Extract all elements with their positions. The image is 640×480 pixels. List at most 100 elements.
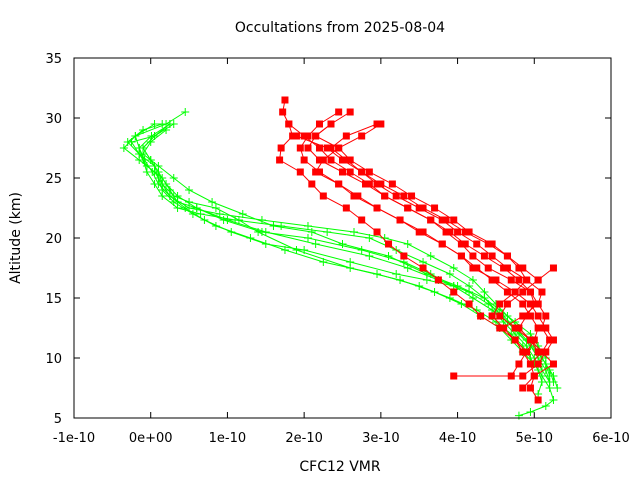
green-series-point (135, 156, 144, 164)
red-series-point (496, 300, 504, 308)
red-series-point (431, 204, 439, 212)
red-series-point (434, 276, 442, 284)
red-series-point (542, 312, 550, 320)
green-series-point (453, 282, 462, 290)
green-series-point (384, 252, 393, 260)
green-series-point (211, 204, 220, 212)
red-series-point (396, 216, 404, 224)
green-series-point (146, 138, 155, 146)
red-series-point (292, 132, 300, 140)
red-series-point (530, 336, 538, 344)
red-series-point (388, 180, 396, 188)
x-tick-label: 2e-10 (285, 431, 323, 446)
red-series-point (446, 228, 454, 236)
red-series-point (542, 324, 550, 332)
y-tick-label: 30 (45, 112, 62, 127)
green-series-point (549, 396, 558, 404)
red-series-point (312, 132, 320, 140)
red-series-point (442, 216, 450, 224)
red-series-point (511, 288, 519, 296)
red-series-point (503, 264, 511, 272)
green-series-point (350, 228, 359, 236)
red-series-point (281, 96, 289, 104)
green-series-line (142, 129, 547, 359)
red-series-point (373, 120, 381, 128)
red-series-point (365, 180, 373, 188)
green-series-point (392, 270, 401, 278)
green-series-point (280, 246, 289, 254)
red-series-point (507, 276, 515, 284)
red-series-point (419, 204, 427, 212)
green-series-point (303, 222, 312, 230)
red-series-point (365, 168, 373, 176)
green-series-profile-5 (123, 120, 546, 398)
red-series-point (534, 396, 542, 404)
red-series-point (461, 240, 469, 248)
red-series-point (373, 228, 381, 236)
red-series-point (304, 144, 312, 152)
green-series-point (430, 288, 439, 296)
x-tick-label: 3e-10 (362, 431, 400, 446)
red-series-point (461, 228, 469, 236)
green-series-line (130, 123, 551, 383)
red-series-point (315, 144, 323, 152)
red-series-point (327, 144, 335, 152)
red-series-point (534, 348, 542, 356)
red-series-point (404, 204, 412, 212)
red-series-point (465, 228, 473, 236)
red-series-point (358, 168, 366, 176)
red-series-point (457, 240, 465, 248)
red-series-point (534, 324, 542, 332)
red-series-point (315, 168, 323, 176)
red-series-point (546, 336, 554, 344)
red-series-point (296, 168, 304, 176)
red-series-point (300, 132, 308, 140)
red-series-point (519, 348, 527, 356)
red-series-point (488, 276, 496, 284)
red-series-point (549, 264, 557, 272)
x-tick-label: -1e-10 (53, 431, 95, 446)
red-series-point (419, 228, 427, 236)
red-series-point (549, 336, 557, 344)
x-tick-label: 1e-10 (209, 431, 247, 446)
red-series-profile-8 (292, 132, 546, 332)
red-series-point (526, 336, 534, 344)
red-series-point (427, 216, 435, 224)
red-series-point (342, 204, 350, 212)
green-series-point (403, 240, 412, 248)
red-series-point (308, 180, 316, 188)
y-tick-label: 25 (45, 172, 62, 187)
green-series-point (238, 210, 247, 218)
red-series-point (534, 312, 542, 320)
red-series-point (315, 156, 323, 164)
green-series-point (480, 294, 489, 302)
red-series-point (500, 324, 508, 332)
red-series-point (279, 108, 287, 116)
red-series-point (327, 156, 335, 164)
green-series-point (346, 264, 355, 272)
red-series-point (276, 156, 284, 164)
red-series-point (419, 264, 427, 272)
red-series-point (484, 240, 492, 248)
y-tick-label: 5 (54, 412, 62, 427)
green-series-point (445, 270, 454, 278)
red-series-point (488, 240, 496, 248)
red-series-point (339, 168, 346, 176)
x-tick-label: 0e+00 (129, 431, 173, 446)
red-series-point (315, 120, 323, 128)
red-series-point (415, 204, 423, 212)
red-series-point (312, 168, 320, 176)
red-series-point (519, 372, 527, 380)
red-series-point (538, 288, 546, 296)
red-series-point (519, 384, 527, 392)
green-series-point (541, 402, 550, 410)
red-series-point (339, 156, 346, 164)
red-series-point (358, 216, 366, 224)
red-series-point (450, 288, 458, 296)
red-series-point (515, 360, 523, 368)
green-series-point (307, 228, 316, 236)
red-series-point (465, 300, 473, 308)
red-series-point (408, 192, 416, 200)
green-series-point (303, 234, 312, 242)
red-series-point (519, 300, 527, 308)
